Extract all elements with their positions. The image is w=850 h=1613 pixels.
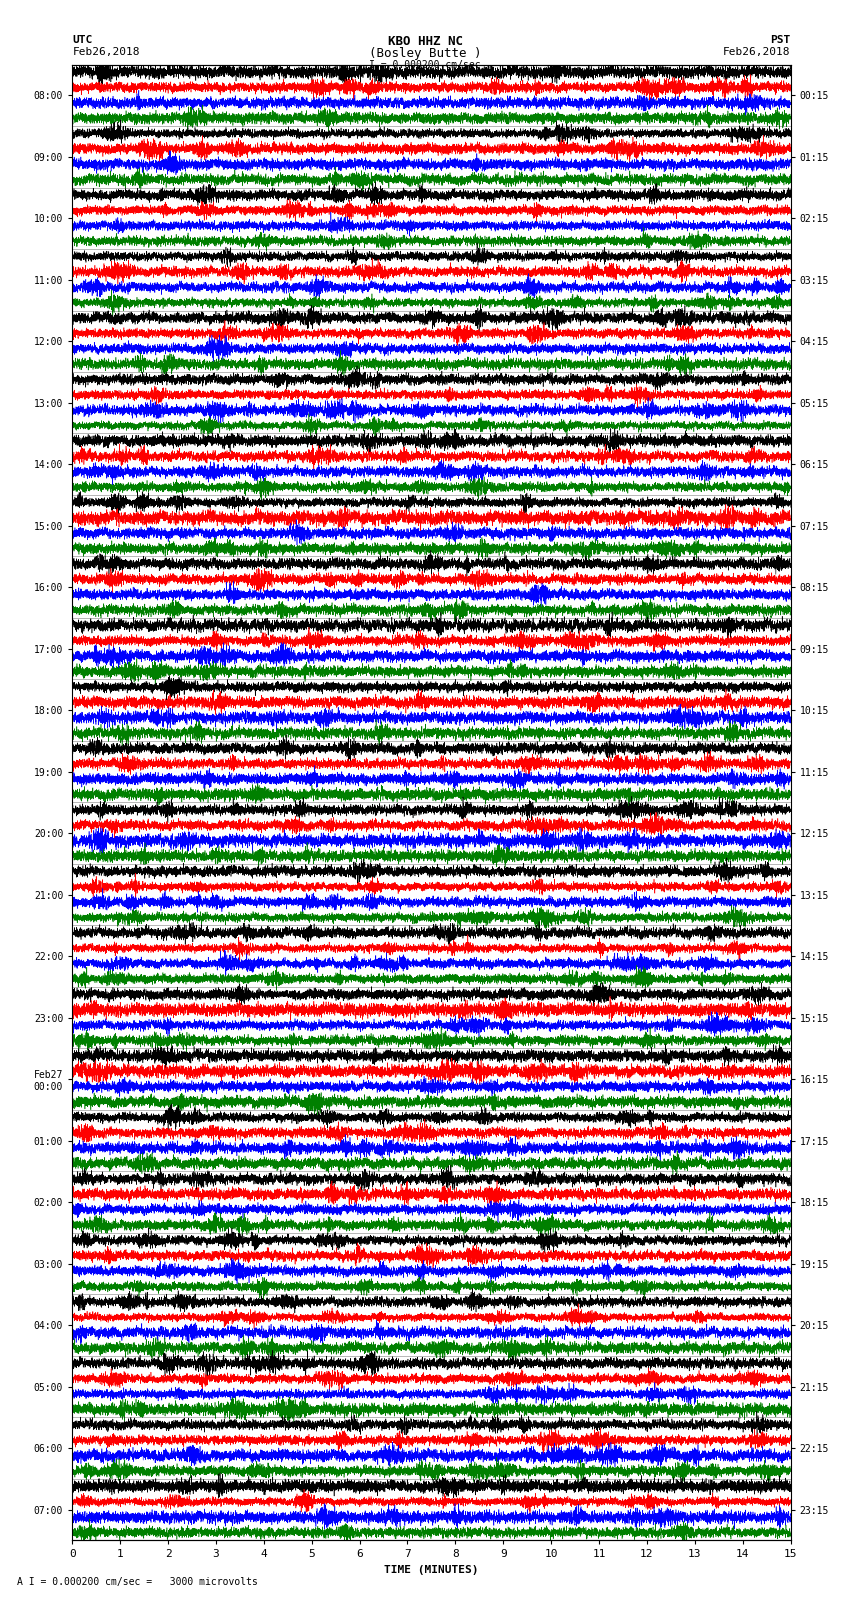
- Text: KBO HHZ NC: KBO HHZ NC: [388, 35, 462, 48]
- Text: UTC: UTC: [72, 35, 93, 45]
- Text: (Bosley Butte ): (Bosley Butte ): [369, 47, 481, 60]
- Text: A I = 0.000200 cm/sec =   3000 microvolts: A I = 0.000200 cm/sec = 3000 microvolts: [17, 1578, 258, 1587]
- X-axis label: TIME (MINUTES): TIME (MINUTES): [384, 1565, 479, 1574]
- Text: PST: PST: [770, 35, 790, 45]
- Text: Feb26,2018: Feb26,2018: [72, 47, 139, 56]
- Text: Feb26,2018: Feb26,2018: [723, 47, 791, 56]
- Text: I = 0.000200 cm/sec: I = 0.000200 cm/sec: [369, 60, 481, 69]
